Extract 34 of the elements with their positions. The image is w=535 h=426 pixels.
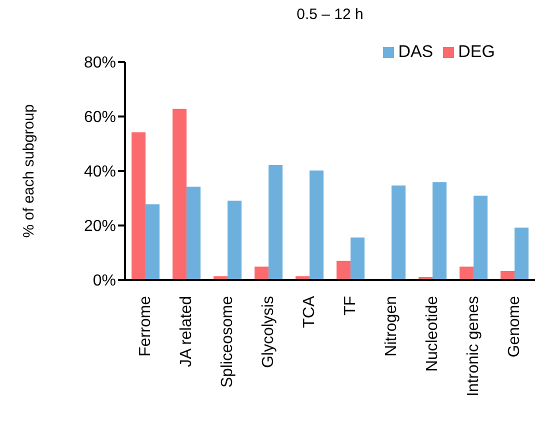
bar <box>254 266 269 280</box>
y-tick-label: 40% <box>84 164 116 181</box>
legend-label: DAS <box>398 42 434 61</box>
bar <box>310 170 324 280</box>
bar <box>132 132 146 280</box>
bar <box>146 204 160 280</box>
bar <box>474 196 488 280</box>
bar <box>392 185 406 280</box>
x-tick-label: Nitrogen <box>383 296 400 356</box>
y-tick-label: 0% <box>92 272 116 290</box>
bar <box>172 108 187 280</box>
x-tick-label: JA related <box>178 296 195 368</box>
bar <box>514 228 529 280</box>
chart-title: 0.5 – 12 h <box>296 6 364 23</box>
bar <box>268 165 283 280</box>
y-tick-label: 60% <box>84 109 116 126</box>
bar <box>336 260 351 280</box>
bar <box>228 200 242 280</box>
x-tick-label: TCA <box>301 296 318 328</box>
x-tick-label: Ferrome <box>137 296 154 356</box>
y-tick-label: 20% <box>84 218 116 236</box>
bar <box>432 182 447 280</box>
x-tick-label: Intronic genes <box>465 296 482 397</box>
bar <box>460 266 474 280</box>
bar <box>350 237 365 280</box>
y-axis-title: % of each subgroup <box>20 104 38 238</box>
x-tick-label: Nucleotide <box>424 296 441 372</box>
x-tick-label: Genome <box>506 296 523 358</box>
x-tick-label: TF <box>342 296 359 316</box>
legend-label: DEG <box>458 42 495 61</box>
y-tick-label: 80% <box>84 54 116 72</box>
x-tick-label: Glycolysis <box>260 296 277 368</box>
bar <box>186 186 201 280</box>
x-tick-label: Spliceosome <box>219 296 236 388</box>
